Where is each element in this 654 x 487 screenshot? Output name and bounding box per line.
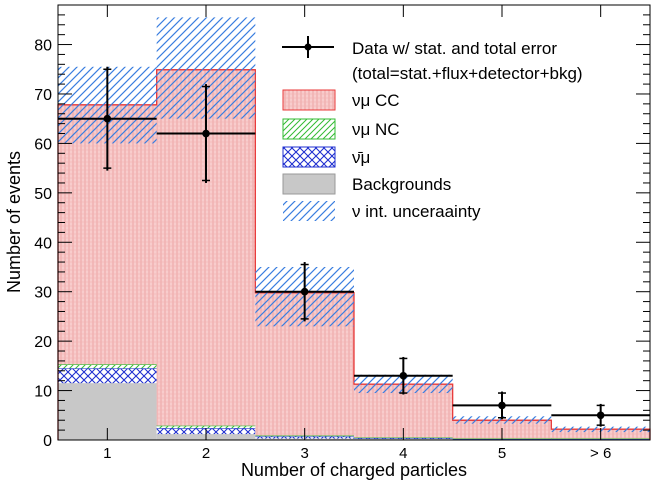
legend-label-numu-cc: νμ CC <box>352 91 400 110</box>
data-point-1 <box>58 66 157 171</box>
legend-label-backgrounds: Backgrounds <box>352 175 451 194</box>
y-tick-label: 80 <box>34 38 52 55</box>
data-point-4 <box>354 356 453 395</box>
legend-label-data: Data w/ stat. and total error <box>352 39 557 58</box>
legend-entry-uncertainty: ν int. unceraainty <box>283 201 481 221</box>
y-axis-label: Number of events <box>4 151 24 293</box>
y-tick-label: 30 <box>34 285 52 302</box>
legend-entry-numu-nc: νμ NC <box>282 118 400 140</box>
bar-ν̄μ-1 <box>58 368 157 384</box>
y-tick-label: 60 <box>34 136 52 153</box>
x-axis-label: Number of charged particles <box>241 460 467 480</box>
data-point-2 <box>156 84 256 183</box>
bar-νμ NC-1 <box>58 364 157 369</box>
data-marker <box>103 114 112 123</box>
data-marker <box>498 401 506 410</box>
y-tick-label: 20 <box>34 334 52 351</box>
y-tick-label: 50 <box>34 186 52 203</box>
axes: 0 10 20 30 40 50 60 70 80 1 2 3 4 5 > 6 <box>34 5 650 462</box>
x-tick-label: 2 <box>202 445 210 462</box>
legend-label-antinumu: ν̄μ <box>352 148 370 167</box>
x-tick-label: 3 <box>300 445 308 462</box>
y-tick-label: 0 <box>43 433 52 450</box>
data-point-> 6 <box>551 403 650 427</box>
legend-entry-antinumu: ν̄μ <box>282 146 370 168</box>
data-marker <box>300 287 309 296</box>
legend-entry-backgrounds: Backgrounds <box>282 173 451 195</box>
legend: Data w/ stat. and total error (total=sta… <box>282 36 583 221</box>
bar-νμ NC-2 <box>156 425 256 429</box>
y-tick-label: 10 <box>34 384 52 401</box>
legend-entry-data: Data w/ stat. and total error (total=sta… <box>282 36 583 83</box>
data-marker <box>399 371 408 380</box>
data-point-5 <box>452 391 552 420</box>
data-points <box>58 66 650 427</box>
x-tick-label: 4 <box>399 445 407 462</box>
x-tick-label: > 6 <box>590 445 611 462</box>
legend-label-uncertainty: ν int. unceraainty <box>352 202 481 221</box>
legend-entry-numu-cc: νμ CC <box>282 89 400 111</box>
uncertainty-band-5 <box>452 416 552 424</box>
legend-label-numu-nc: νμ NC <box>352 120 400 139</box>
y-tick-label: 40 <box>34 235 52 252</box>
data-point-3 <box>255 262 354 322</box>
x-tick-label: 1 <box>103 445 111 462</box>
data-marker <box>202 129 210 138</box>
y-tick-label: 70 <box>34 87 52 104</box>
legend-label-data-note: (total=stat.+flux+detector+bkg) <box>352 64 583 83</box>
data-marker <box>596 411 605 420</box>
x-tick-label: 5 <box>498 445 506 462</box>
